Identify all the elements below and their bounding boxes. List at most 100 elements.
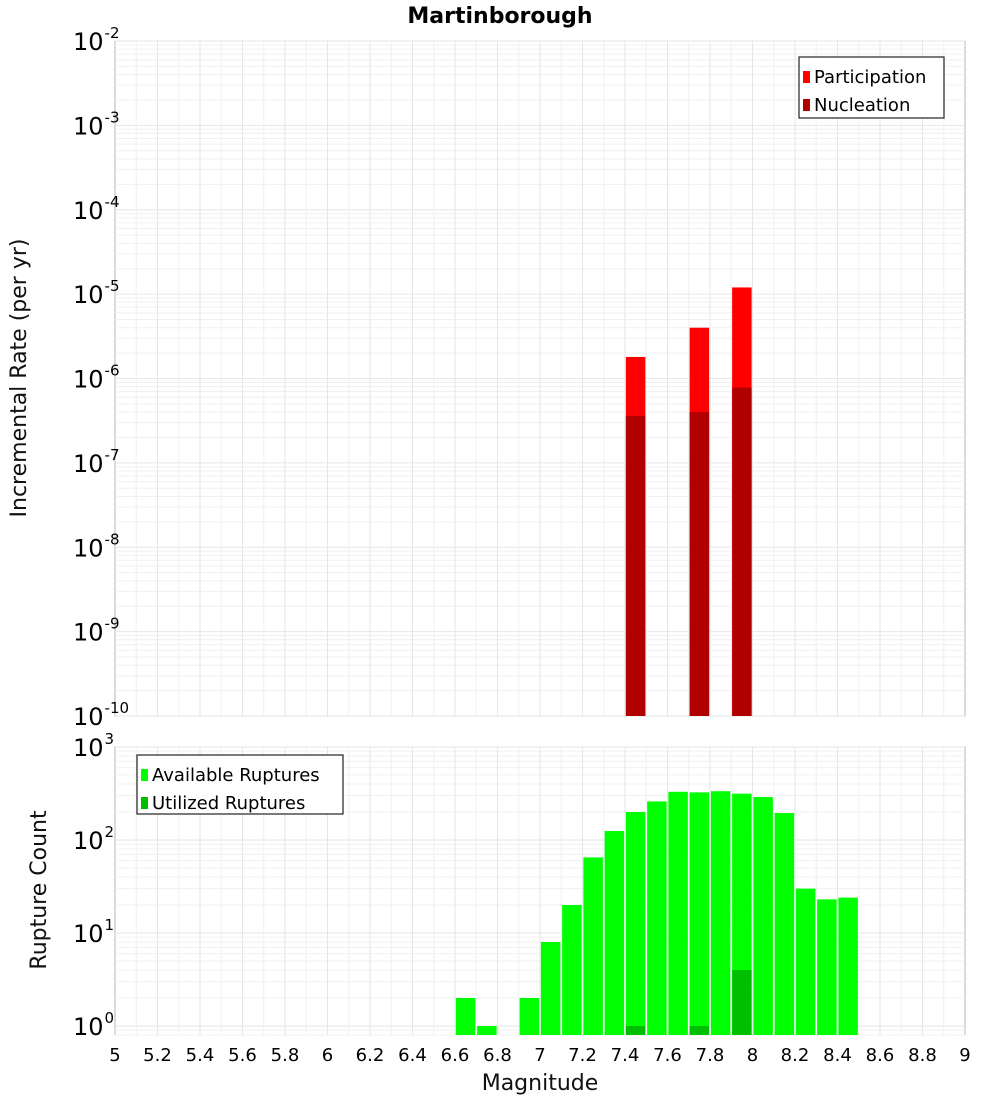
y-tick-exponent: -6: [105, 362, 120, 380]
y-tick-base: 10: [73, 28, 104, 56]
y-tick-label: 101: [73, 916, 114, 948]
y-tick-exponent: -9: [105, 615, 120, 633]
bar-available-ruptures: [838, 897, 858, 1035]
y-tick-exponent: -5: [105, 277, 120, 295]
y-tick-base: 10: [73, 366, 104, 394]
x-tick-label: 6: [322, 1045, 333, 1066]
y-tick-label: 100: [73, 1009, 114, 1041]
x-axis-label: Magnitude: [482, 1071, 599, 1096]
y-tick-exponent: -4: [105, 193, 120, 211]
x-tick-label: 6.6: [441, 1045, 470, 1066]
x-tick-label: 5.4: [186, 1045, 215, 1066]
y-axis-label-count: Rupture Count: [27, 810, 52, 970]
x-tick-label: 6.8: [483, 1045, 512, 1066]
y-tick-label: 10-9: [73, 615, 120, 647]
chart-title: Martinborough: [407, 4, 592, 29]
x-tick-label: 5.8: [271, 1045, 300, 1066]
legend-swatch: [141, 797, 148, 809]
bar-available-ruptures: [795, 888, 816, 1035]
y-tick-base: 10: [73, 920, 104, 948]
y-tick-base: 10: [73, 197, 104, 225]
y-tick-base: 10: [73, 281, 104, 309]
legend-box: [798, 56, 945, 119]
y-axis-label-rate: Incremental Rate (per yr): [7, 239, 32, 518]
x-tick-label: 6.2: [356, 1045, 385, 1066]
legend-label: Available Ruptures: [152, 765, 320, 786]
y-tick-base: 10: [73, 112, 104, 140]
x-tick-label: 8: [747, 1045, 758, 1066]
y-tick-exponent: -8: [105, 530, 120, 548]
y-tick-exponent: -10: [105, 699, 130, 717]
y-tick-exponent: -7: [105, 446, 120, 464]
x-tick-label: 8.6: [866, 1045, 895, 1066]
legend-swatch: [141, 769, 148, 781]
bar-nucleation: [732, 387, 752, 716]
y-tick-exponent: 3: [105, 730, 115, 748]
y-tick-exponent: 1: [105, 916, 115, 934]
legend-label: Utilized Ruptures: [152, 793, 305, 814]
bar-available-ruptures: [774, 813, 795, 1035]
y-tick-base: 10: [73, 534, 104, 562]
legend-box: [136, 754, 344, 815]
bar-utilized-ruptures: [732, 969, 752, 1035]
x-tick-label: 8.4: [823, 1045, 852, 1066]
bar-available-ruptures: [668, 791, 688, 1035]
bar-available-ruptures: [625, 812, 646, 1035]
bar-nucleation: [625, 415, 646, 716]
x-tick-label: 5: [109, 1045, 120, 1066]
x-tick-label: 7.8: [696, 1045, 725, 1066]
legend-swatch: [803, 71, 810, 83]
bar-utilized-ruptures: [689, 1025, 710, 1035]
x-tick-label: 5.6: [228, 1045, 257, 1066]
y-tick-base: 10: [73, 1013, 104, 1041]
y-tick-exponent: -2: [105, 24, 120, 42]
y-tick-exponent: -3: [105, 108, 120, 126]
bar-available-ruptures: [689, 792, 710, 1035]
bar-available-ruptures: [817, 899, 837, 1035]
y-tick-label: 10-7: [73, 446, 120, 478]
legend-swatch: [803, 99, 810, 111]
bar-available-ruptures: [583, 857, 603, 1035]
x-tick-label: 9: [959, 1045, 970, 1066]
y-tick-label: 10-4: [73, 193, 120, 225]
bar-available-ruptures: [647, 801, 667, 1035]
y-tick-label: 102: [73, 823, 114, 855]
y-tick-label: 10-8: [73, 530, 120, 562]
y-tick-label: 10-6: [73, 362, 120, 394]
legend: Available Ruptures Utilized Ruptures: [136, 754, 344, 815]
y-tick-label: 10-5: [73, 277, 120, 309]
x-tick-label: 5.2: [143, 1045, 172, 1066]
y-tick-label: 103: [73, 730, 114, 762]
y-tick-label: 10-2: [73, 24, 120, 56]
y-tick-base: 10: [73, 827, 104, 855]
y-tick-label: 10-3: [73, 108, 120, 140]
x-tick-label: 8.8: [908, 1045, 937, 1066]
rate-plot: 10-1010-910-810-710-610-510-410-310-2Par…: [73, 24, 966, 731]
x-tick-label: 7.4: [611, 1045, 640, 1066]
x-tick-label: 7: [534, 1045, 545, 1066]
bar-available-ruptures: [604, 830, 625, 1035]
x-tick-label: 8.2: [781, 1045, 810, 1066]
y-tick-exponent: 2: [105, 823, 115, 841]
y-tick-base: 10: [73, 619, 104, 647]
x-tick-label: 6.4: [398, 1045, 427, 1066]
bar-available-ruptures: [753, 796, 773, 1035]
x-tick-label: 7.6: [653, 1045, 682, 1066]
bar-available-ruptures: [455, 997, 476, 1035]
y-tick-base: 10: [73, 450, 104, 478]
bar-available-ruptures: [540, 942, 561, 1035]
y-tick-exponent: 0: [105, 1009, 115, 1027]
bar-nucleation: [689, 412, 710, 716]
legend-label: Participation: [814, 67, 926, 88]
x-tick-label: 7.2: [568, 1045, 597, 1066]
bar-available-ruptures: [519, 997, 540, 1035]
bar-available-ruptures: [477, 1025, 497, 1035]
y-tick-base: 10: [73, 734, 104, 762]
legend-label: Nucleation: [814, 95, 910, 116]
bar-available-ruptures: [562, 904, 582, 1035]
y-tick-base: 10: [73, 703, 104, 731]
bar-utilized-ruptures: [625, 1025, 646, 1035]
y-tick-label: 10-10: [73, 699, 129, 731]
